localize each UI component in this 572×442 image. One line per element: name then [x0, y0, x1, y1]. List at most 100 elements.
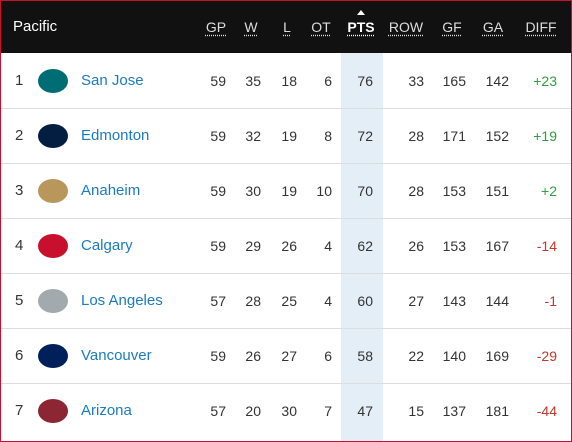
stat-value: 4: [324, 237, 332, 254]
stat-value: 32: [245, 127, 261, 144]
stat-value: 143: [442, 292, 466, 309]
column-header: DIFF: [525, 19, 557, 35]
division-title: Pacific: [13, 18, 58, 35]
team-logo: [38, 233, 68, 258]
column-header: OT: [311, 19, 331, 35]
rank: 1: [15, 71, 24, 89]
stat-value: 153: [442, 237, 466, 254]
stat-value: 57: [210, 292, 226, 309]
stat-value: 70: [357, 182, 373, 199]
stat-value: 18: [281, 72, 297, 89]
stat-value: 137: [442, 402, 466, 419]
stat-value: 167: [485, 237, 509, 254]
stat-value: 30: [281, 402, 297, 419]
row-separator: [1, 328, 571, 329]
table-header: Pacific GP W L OT PTS ROW GF GA DIFF: [1, 1, 571, 53]
stat-value: 19: [281, 182, 297, 199]
rank: 3: [15, 181, 24, 199]
stat-value: 171: [442, 127, 466, 144]
stat-value: +19: [533, 127, 557, 144]
stat-value: 140: [442, 347, 466, 364]
stat-value: 142: [485, 72, 509, 89]
stat-value: 35: [245, 72, 261, 89]
team-logo: [38, 288, 68, 313]
sort-arrow: [357, 10, 365, 15]
stat-value: 8: [324, 127, 332, 144]
stat-value: 27: [408, 292, 424, 309]
rank: 5: [15, 291, 24, 309]
column-header: L: [283, 19, 291, 35]
stat-value: 169: [485, 347, 509, 364]
stat-value: -29: [536, 347, 557, 364]
stat-value: 60: [357, 292, 373, 309]
stat-value: 29: [245, 237, 261, 254]
stat-value: 59: [210, 72, 226, 89]
stat-value: 20: [245, 402, 261, 419]
team-name: Anaheim: [81, 181, 141, 199]
stat-value: -14: [536, 237, 557, 254]
stat-value: 30: [245, 182, 261, 199]
sorted-column-highlight: [341, 53, 383, 441]
stat-value: 28: [408, 182, 424, 199]
stat-value: 151: [485, 182, 509, 199]
stat-value: 28: [245, 292, 261, 309]
rank: 4: [15, 236, 24, 254]
stat-value: 26: [245, 347, 261, 364]
column-header: W: [244, 19, 258, 35]
stat-value: +23: [533, 72, 557, 89]
column-header: GA: [482, 19, 504, 35]
team-name: Edmonton: [81, 126, 150, 144]
stat-value: 25: [281, 292, 297, 309]
stat-value: 26: [408, 237, 424, 254]
column-header: GP: [205, 19, 227, 35]
row-separator: [1, 108, 571, 109]
team-logo: [38, 68, 68, 93]
stat-value: 4: [324, 292, 332, 309]
team-name: Vancouver: [81, 346, 152, 364]
team-name: Calgary: [81, 236, 133, 254]
stat-value: 7: [324, 402, 332, 419]
stat-value: 22: [408, 347, 424, 364]
stat-value: 181: [485, 402, 509, 419]
stat-value: 27: [281, 347, 297, 364]
stat-value: 59: [210, 182, 226, 199]
team-name: Arizona: [81, 401, 132, 419]
stat-value: -44: [536, 402, 557, 419]
stat-value: 144: [485, 292, 509, 309]
stat-value: 72: [357, 127, 373, 144]
stat-value: 6: [324, 347, 332, 364]
row-separator: [1, 383, 571, 384]
team-name: Los Angeles: [81, 291, 163, 309]
column-header: GF: [442, 19, 462, 35]
row-separator: [1, 273, 571, 274]
stat-value: 10: [316, 182, 332, 199]
team-name: San Jose: [81, 71, 144, 89]
stat-value: 59: [210, 347, 226, 364]
column-header: PTS: [347, 19, 375, 35]
stat-value: 76: [357, 72, 373, 89]
stat-value: 15: [408, 402, 424, 419]
stat-value: 47: [357, 402, 373, 419]
team-logo: [38, 178, 68, 203]
stat-value: -1: [544, 292, 557, 309]
stat-value: 59: [210, 127, 226, 144]
row-separator: [1, 218, 571, 219]
stat-value: 28: [408, 127, 424, 144]
stat-value: 57: [210, 402, 226, 419]
stat-value: 59: [210, 237, 226, 254]
rank: 6: [15, 346, 24, 364]
stat-value: 152: [485, 127, 509, 144]
stat-value: 26: [281, 237, 297, 254]
column-header: ROW: [388, 19, 424, 35]
rank: 7: [15, 401, 24, 419]
team-logo: [38, 123, 68, 148]
stat-value: 33: [408, 72, 424, 89]
stat-value: +2: [541, 182, 557, 199]
team-logo: [38, 398, 68, 423]
stat-value: 58: [357, 347, 373, 364]
rank: 2: [15, 126, 24, 144]
team-logo: [38, 343, 68, 368]
stat-value: 62: [357, 237, 373, 254]
stat-value: 6: [324, 72, 332, 89]
